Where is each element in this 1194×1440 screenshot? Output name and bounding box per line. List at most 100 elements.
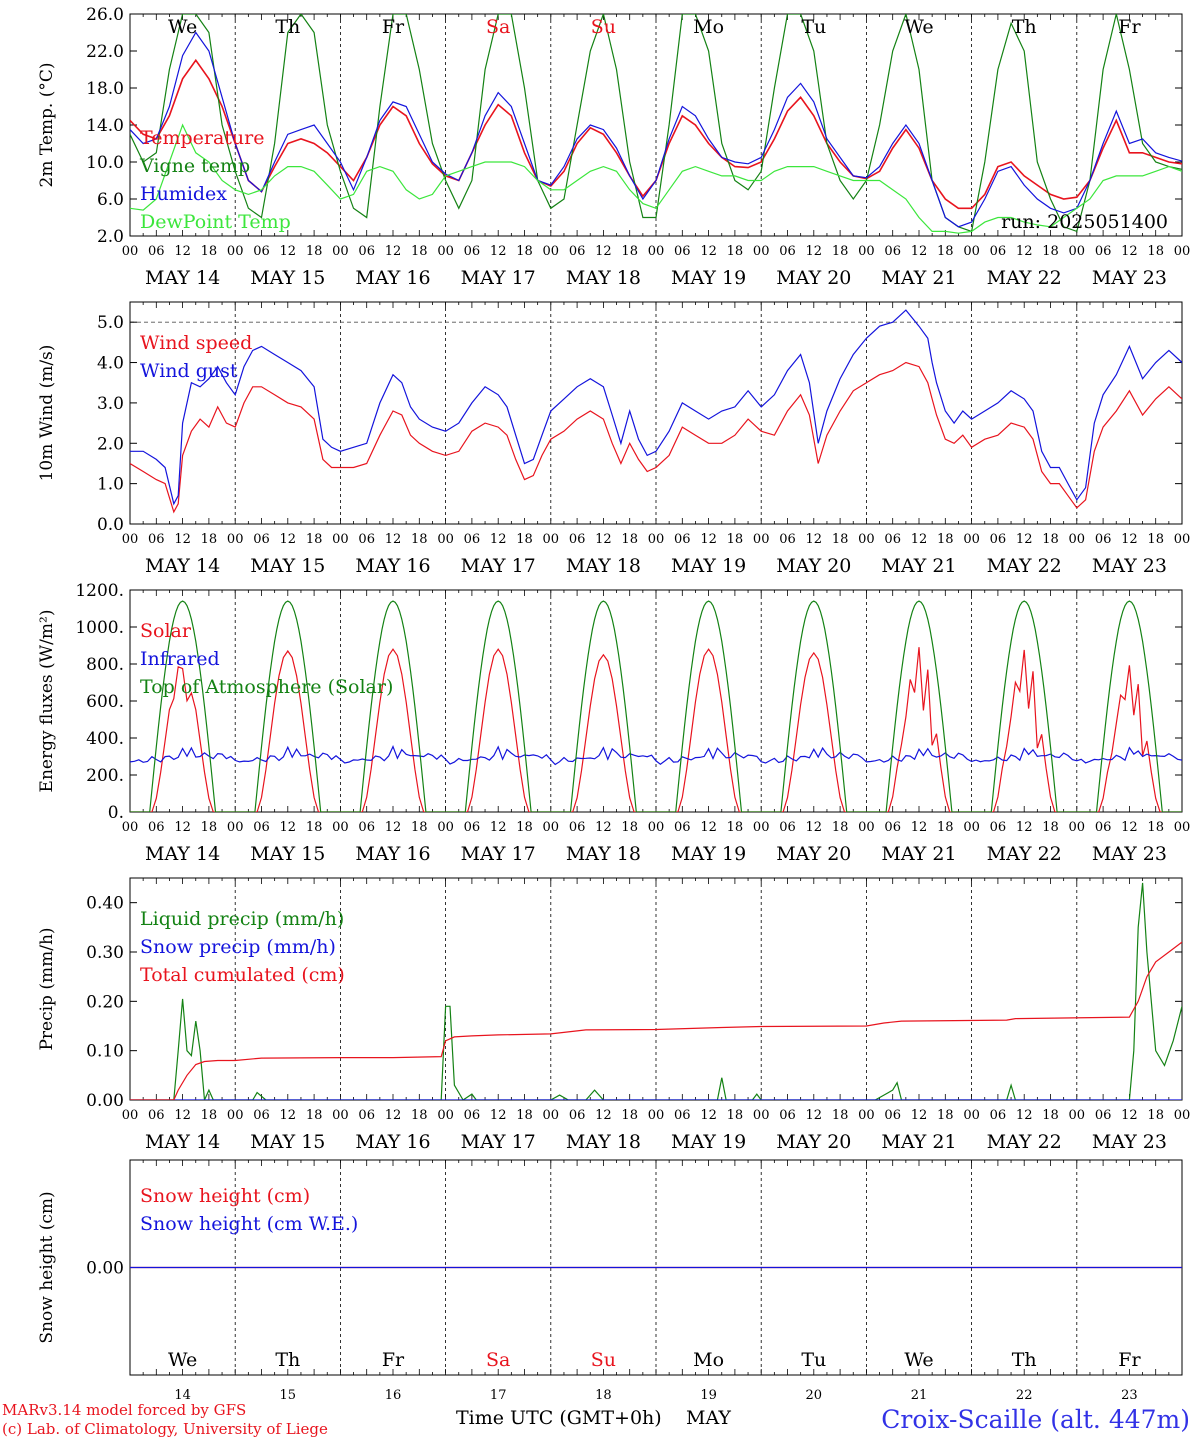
date-label: MAY 18 — [566, 1131, 641, 1153]
date-label: MAY 14 — [145, 555, 220, 577]
hour-tick-label: 18 — [516, 1108, 533, 1123]
hour-tick-label: 18 — [727, 244, 744, 259]
hour-tick-label: 06 — [569, 244, 586, 259]
hour-tick-label: 00 — [543, 532, 560, 547]
hour-tick-label: 06 — [148, 532, 165, 547]
hour-tick-label: 12 — [490, 244, 507, 259]
date-label: MAY 16 — [355, 843, 430, 865]
legend-entry: Infrared — [140, 648, 220, 670]
weekday-label: Mo — [693, 16, 724, 38]
hour-tick-label: 06 — [358, 1108, 375, 1123]
y-tick-label: 400. — [86, 729, 124, 749]
panel-wind: 0.0 1.0 2.0 3.0 4.0 5.0 10m Wind (m/s) 00 06 12 18… — [37, 301, 1191, 577]
hour-tick-label: 18 — [201, 1108, 218, 1123]
y-tick-label: 0.00 — [86, 1091, 124, 1111]
hour-tick-label: 18 — [516, 820, 533, 835]
date-label: MAY 22 — [987, 267, 1062, 289]
date-label: MAY 15 — [250, 555, 325, 577]
hour-tick-label: 00 — [543, 1108, 560, 1123]
day-number-label: 19 — [700, 1388, 717, 1403]
hour-tick-label: 00 — [753, 532, 770, 547]
y-tick-label: 0.20 — [86, 992, 124, 1012]
hour-tick-label: 06 — [358, 244, 375, 259]
day-number-label: 23 — [1121, 1388, 1138, 1403]
hour-tick-label: 00 — [543, 820, 560, 835]
hour-tick-label: 18 — [306, 244, 323, 259]
hour-tick-label: 18 — [1042, 244, 1059, 259]
y-tick-label: 22.0 — [86, 42, 124, 62]
hour-tick-label: 00 — [332, 820, 349, 835]
y-axis-label: Snow height (cm) — [37, 1191, 57, 1343]
series-line — [130, 123, 1182, 234]
hour-tick-label: 12 — [385, 820, 402, 835]
hour-tick-label: 12 — [174, 1108, 191, 1123]
date-label: MAY 21 — [881, 1131, 956, 1153]
date-label: MAY 16 — [355, 267, 430, 289]
series-group — [130, 600, 1182, 812]
hour-tick-label: 18 — [516, 244, 533, 259]
y-tick-label: 800. — [86, 655, 124, 675]
hour-tick-label: 00 — [122, 244, 139, 259]
hour-tick-label: 12 — [174, 532, 191, 547]
hour-tick-label: 18 — [306, 1108, 323, 1123]
hour-tick-label: 12 — [490, 1108, 507, 1123]
series-line — [130, 309, 1182, 506]
weekday-label: We — [168, 16, 197, 38]
hour-tick-label: 12 — [1016, 820, 1033, 835]
panel-energy: 0. 200. 400. 600. 800. 1000. 1200. Energy fluxe… — [37, 581, 1190, 865]
series-group — [130, 309, 1182, 514]
day-number-label: 17 — [490, 1388, 507, 1403]
hour-tick-label: 00 — [1174, 532, 1191, 547]
hour-tick-label: 18 — [727, 532, 744, 547]
y-axis-label: Energy fluxes (W/m²) — [37, 610, 57, 793]
y-tick-label: 4.0 — [97, 354, 124, 374]
date-label: MAY 21 — [881, 555, 956, 577]
hour-tick-label: 12 — [1016, 244, 1033, 259]
hour-tick-label: 12 — [1121, 532, 1138, 547]
hour-tick-label: 06 — [779, 532, 796, 547]
hour-tick-label: 00 — [437, 820, 454, 835]
hour-tick-label: 00 — [963, 1108, 980, 1123]
y-tick-label: 200. — [86, 766, 124, 786]
weekday-label: Tu — [801, 1349, 826, 1371]
legend-entry: Solar — [140, 620, 192, 642]
hour-tick-label: 12 — [1121, 820, 1138, 835]
hour-tick-label: 18 — [1147, 244, 1164, 259]
hour-tick-label: 12 — [595, 1108, 612, 1123]
hour-tick-label: 06 — [569, 532, 586, 547]
date-label: MAY 19 — [671, 555, 746, 577]
hour-tick-label: 00 — [1069, 820, 1086, 835]
hour-tick-label: 06 — [148, 820, 165, 835]
hour-tick-label: 00 — [858, 532, 875, 547]
hour-tick-label: 18 — [1042, 1108, 1059, 1123]
day-number-label: 18 — [595, 1388, 612, 1403]
hour-tick-label: 12 — [490, 820, 507, 835]
hour-tick-label: 00 — [858, 820, 875, 835]
hour-tick-label: 06 — [779, 1108, 796, 1123]
hour-tick-label: 06 — [674, 532, 691, 547]
hour-tick-label: 12 — [911, 820, 928, 835]
hour-tick-label: 18 — [411, 820, 428, 835]
hour-tick-label: 18 — [411, 532, 428, 547]
legend-entry: Wind speed — [140, 332, 252, 354]
hour-tick-label: 18 — [937, 1108, 954, 1123]
hour-tick-label: 00 — [122, 1108, 139, 1123]
y-tick-label: 0.10 — [86, 1042, 124, 1062]
hour-tick-label: 06 — [569, 820, 586, 835]
legend-entry: Snow precip (mm/h) — [140, 936, 336, 958]
hour-tick-label: 18 — [937, 532, 954, 547]
weekday-label: Th — [275, 16, 300, 38]
hour-tick-label: 18 — [727, 820, 744, 835]
hour-tick-label: 18 — [516, 532, 533, 547]
date-label: MAY 19 — [671, 1131, 746, 1153]
date-label: MAY 17 — [461, 267, 536, 289]
y-tick-label: 6.0 — [97, 190, 124, 210]
date-label: MAY 22 — [987, 843, 1062, 865]
weekday-label: Th — [1012, 1349, 1037, 1371]
date-label: MAY 20 — [776, 843, 851, 865]
weekday-label: Su — [591, 1349, 616, 1371]
hour-tick-label: 12 — [595, 532, 612, 547]
legend-entry: Snow height (cm W.E.) — [140, 1213, 358, 1235]
hour-tick-label: 00 — [332, 244, 349, 259]
weekday-label: Su — [591, 16, 616, 38]
